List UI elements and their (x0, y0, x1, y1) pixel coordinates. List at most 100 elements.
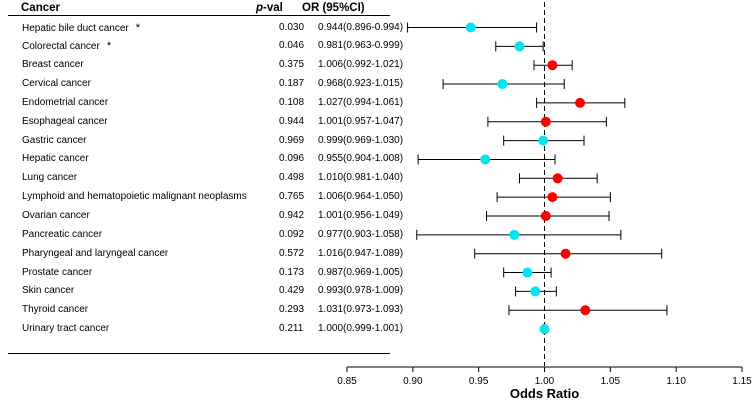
or-point (547, 192, 558, 203)
table-row: Cervical cancer 0.187 0.968(0.923-1.015) (0, 75, 403, 93)
p-value: 0.572 (279, 247, 305, 259)
p-value: 0.211 (279, 323, 304, 335)
cancer-name: Colorectal cancer * (22, 37, 111, 56)
or-point (514, 41, 525, 52)
cancer-name-text: Endometrial cancer (22, 96, 109, 108)
or-point (522, 267, 533, 278)
cancer-name-text: Lymphoid and hematopoietic malignant neo… (22, 191, 247, 203)
or-ci-text: 1.016(0.947-1.089) (318, 247, 404, 259)
table-row: Pancreatic cancer 0.092 0.977(0.903-1.058) (0, 226, 404, 244)
table-row: Colorectal cancer * 0.046 0.981(0.963-0.999… (0, 37, 404, 56)
significance-star: * (106, 40, 112, 53)
or-point (540, 116, 551, 127)
significance-star: * (135, 21, 141, 34)
or-point (465, 22, 476, 33)
cancer-name: Ovarian cancer (22, 207, 90, 225)
table-row: Thyroid cancer 0.293 1.031(0.973-1.093) (0, 301, 404, 319)
or-ci-text: 0.977(0.903-1.058) (318, 228, 404, 240)
or-point (580, 305, 591, 316)
or-point (509, 229, 520, 240)
or-point (480, 154, 491, 165)
table-bottom-rule (8, 353, 390, 354)
p-value: 0.046 (279, 40, 305, 52)
or-ci-text: 1.001(0.957-1.047) (318, 115, 404, 127)
p-value: 0.173 (279, 266, 305, 278)
or-ci-text: 1.010(0.981-1.040) (318, 172, 404, 184)
cancer-name-text: Prostate cancer (22, 266, 93, 278)
cancer-name: Thyroid cancer (22, 301, 88, 319)
p-value: 0.293 (279, 304, 305, 316)
cancer-name-text: Thyroid cancer (22, 304, 89, 316)
header-rule (8, 15, 390, 16)
x-tick-label: 0.85 (337, 376, 357, 387)
header-cancer: Cancer (21, 2, 60, 14)
cancer-name: Hepatic cancer (22, 150, 89, 168)
or-ci-text: 1.031(0.973-1.093) (318, 304, 404, 316)
table-row: Prostate cancer 0.173 0.987(0.969-1.005) (0, 264, 404, 282)
or-ci-text: 1.027(0.994-1.061) (318, 96, 404, 108)
table-row: Endometrial cancer 0.108 1.027(0.994-1.061… (0, 94, 404, 112)
cancer-name-text: Pancreatic cancer (22, 228, 103, 240)
table-row: Urinary tract cancer 0.211 1.000(0.999-1.0… (0, 320, 403, 338)
or-point (538, 135, 549, 146)
x-axis-title: Odds Ratio (510, 386, 579, 401)
x-tick-label: 1.05 (601, 376, 621, 387)
or-point (575, 97, 586, 108)
or-point (552, 173, 563, 184)
cancer-name-text: Skin cancer (22, 285, 75, 297)
p-value: 0.030 (279, 21, 305, 33)
or-ci-text: 1.001(0.956-1.049) (318, 210, 404, 221)
table-row: Lung cancer 0.498 1.010(0.981-1.040) (0, 169, 404, 187)
p-value: 0.498 (279, 172, 305, 184)
cancer-name: Endometrial cancer (22, 94, 108, 112)
cancer-name: Cervical cancer (22, 75, 91, 93)
table-row: Skin cancer 0.429 0.993(0.978-1.009) (0, 282, 403, 300)
cancer-name-text: Breast cancer (22, 59, 84, 71)
cancer-name: Skin cancer (22, 282, 74, 300)
cancer-name: Pancreatic cancer (22, 226, 102, 244)
or-point (540, 211, 551, 221)
table-row: Lymphoid and hematopoietic malignant neo… (0, 188, 404, 206)
or-ci-text: 1.006(0.992-1.021) (318, 59, 404, 71)
cancer-name-text: Ovarian cancer (22, 210, 90, 221)
p-value: 0.765 (279, 191, 305, 203)
cancer-name: Urinary tract cancer (22, 320, 109, 338)
or-ci-text: 0.981(0.963-0.999) (318, 40, 404, 52)
or-point (560, 248, 571, 259)
p-value: 0.969 (279, 134, 305, 146)
cancer-name-text: Pharyngeal and laryngeal cancer (22, 247, 169, 259)
cancer-name-text: Hepatic cancer (22, 153, 89, 165)
p-value: 0.108 (279, 96, 305, 108)
cancer-name: Lung cancer (22, 169, 77, 187)
cancer-name-text: Urinary tract cancer (22, 323, 110, 335)
cancer-name-text: Esophageal cancer (22, 115, 108, 127)
or-ci-text: 0.987(0.969-1.005) (318, 266, 404, 278)
x-tick-label: 0.95 (469, 376, 489, 387)
cancer-name: Breast cancer (22, 56, 84, 74)
or-point (497, 79, 508, 90)
x-tick-label: 1.10 (666, 376, 686, 387)
x-tick-label: 1.15 (732, 376, 752, 387)
p-value: 0.187 (279, 78, 305, 90)
cancer-name: Hepatic bile duct cancer * (22, 19, 140, 38)
cancer-name-text: Cervical cancer (22, 78, 91, 90)
x-tick-label: 1.00 (535, 376, 555, 387)
table-row: Esophageal cancer 0.944 1.001(0.957-1.047) (0, 113, 404, 131)
cancer-name: Esophageal cancer (22, 113, 108, 131)
cancer-name-text: Hepatic bile duct cancer (22, 22, 129, 34)
header-or: OR (95%CI) (302, 2, 365, 14)
table-row: Breast cancer 0.375 1.006(0.992-1.021) (0, 56, 404, 74)
or-point (539, 324, 550, 335)
or-ci-text: 0.999(0.969-1.030) (318, 134, 404, 146)
cancer-name-text: Colorectal cancer (22, 41, 100, 53)
p-value: 0.944 (279, 115, 305, 127)
table-row: Ovarian cancer 0.942 1.001(0.956-1.049) (0, 207, 404, 225)
table-row: Gastric cancer 0.969 0.999(0.969-1.030) (0, 132, 404, 150)
cancer-name: Pharyngeal and laryngeal cancer (22, 245, 168, 263)
or-ci-text: 1.006(0.964-1.050) (318, 191, 404, 203)
cancer-name: Gastric cancer (22, 132, 86, 150)
table-row: Pharyngeal and laryngeal cancer 0.572 1.01… (0, 245, 404, 263)
or-point (530, 286, 541, 297)
